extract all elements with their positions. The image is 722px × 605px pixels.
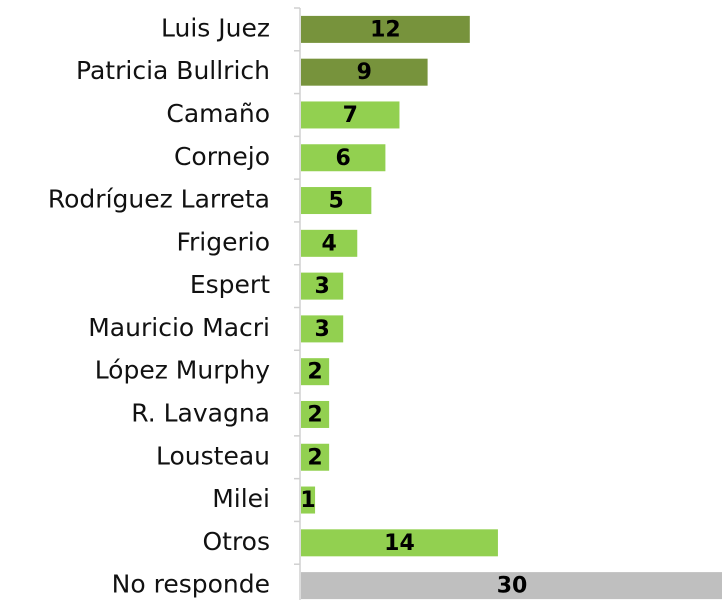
bar: [301, 272, 344, 300]
value-label: 2: [307, 402, 322, 427]
category-label: Patricia Bullrich: [76, 56, 270, 85]
value-label: 6: [336, 146, 351, 171]
category-label: López Murphy: [95, 356, 271, 385]
value-label: 9: [357, 60, 372, 85]
value-label: 2: [307, 445, 322, 470]
bar: [301, 572, 722, 600]
bar: [301, 15, 470, 43]
category-label: Frigerio: [176, 227, 270, 256]
category-label: Luis Juez: [161, 13, 270, 42]
category-label: Mauricio Macri: [88, 313, 270, 342]
value-label: 3: [314, 317, 329, 342]
value-label: 30: [497, 574, 528, 599]
value-label: 1: [300, 488, 315, 513]
bar: [301, 486, 316, 514]
value-label: 5: [329, 189, 344, 214]
value-label: 2: [307, 360, 322, 385]
bar: [301, 315, 344, 343]
category-label: Rodríguez Larreta: [48, 185, 270, 214]
bar: [301, 400, 330, 428]
category-label: No responde: [112, 570, 270, 599]
bar: [301, 229, 358, 257]
value-label: 12: [370, 17, 401, 42]
bar: [301, 58, 428, 86]
bar: [301, 101, 400, 129]
category-label: Cornejo: [174, 142, 270, 171]
value-label: 4: [321, 231, 336, 256]
value-label: 14: [384, 531, 415, 556]
category-label: Lousteau: [156, 441, 270, 470]
category-label: Otros: [202, 527, 270, 556]
bar: [301, 529, 498, 557]
category-label: Milei: [212, 484, 270, 513]
value-label: 7: [343, 103, 358, 128]
category-label: R. Lavagna: [131, 398, 270, 427]
value-label: 3: [314, 274, 329, 299]
bar: [301, 144, 386, 172]
category-label: Camaño: [166, 99, 270, 128]
bar: [301, 443, 330, 471]
bar: [301, 358, 330, 386]
category-label: Espert: [190, 270, 270, 299]
bar: [301, 187, 372, 215]
